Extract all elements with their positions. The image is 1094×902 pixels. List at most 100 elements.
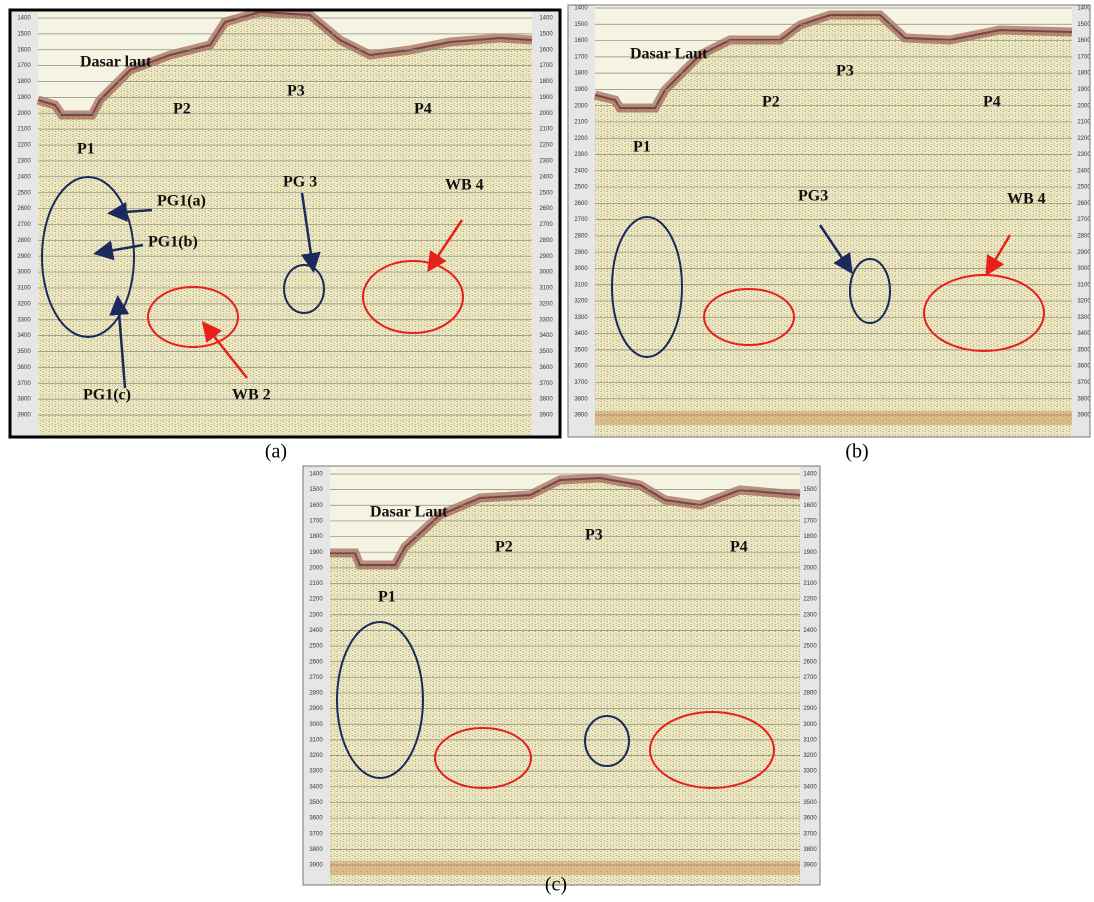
- depth-tick-label: 3600: [17, 365, 31, 371]
- depth-tick-label: 2000: [17, 111, 31, 117]
- depth-tick-label: 2800: [574, 233, 588, 239]
- depth-tick-label: 3400: [803, 784, 817, 790]
- depth-tick-label: 3100: [1077, 282, 1091, 288]
- depth-tick-label: 1800: [574, 71, 588, 77]
- section-annotation: PG1(c): [83, 387, 131, 404]
- depth-tick-label: 3400: [574, 331, 588, 337]
- section-annotation: P3: [585, 527, 603, 544]
- depth-tick-label: 2100: [539, 127, 553, 133]
- depth-tick-label: 3500: [803, 800, 817, 806]
- depth-tick-label: 2800: [803, 691, 817, 697]
- section-annotation: WB 4: [445, 177, 484, 194]
- section-annotation: PG3: [798, 188, 828, 205]
- depth-tick-label: 2000: [803, 565, 817, 571]
- depth-tick-label: 3700: [1077, 380, 1091, 386]
- depth-tick-label: 2400: [539, 174, 553, 180]
- bottom-noise-band: [595, 411, 1072, 425]
- depth-tick-label: 2500: [539, 190, 553, 196]
- depth-tick-label: 3800: [309, 847, 323, 853]
- depth-tick-label: 3200: [539, 301, 553, 307]
- depth-tick-label: 3700: [574, 380, 588, 386]
- depth-tick-label: 2900: [539, 254, 553, 260]
- depth-tick-label: 3600: [309, 816, 323, 822]
- depth-tick-label: 2600: [539, 206, 553, 212]
- depth-tick-label: 3000: [803, 722, 817, 728]
- depth-tick-label: 1500: [539, 31, 553, 37]
- depth-tick-label: 1900: [539, 95, 553, 101]
- depth-tick-label: 3100: [17, 286, 31, 292]
- depth-tick-label: 3400: [309, 784, 323, 790]
- depth-tick-label: 3900: [1077, 413, 1091, 419]
- depth-tick-label: 2900: [1077, 250, 1091, 256]
- depth-tick-label: 1400: [309, 472, 323, 478]
- depth-tick-label: 1500: [803, 487, 817, 493]
- depth-tick-label: 2800: [309, 691, 323, 697]
- depth-tick-label: 2500: [574, 185, 588, 191]
- depth-tick-label: 2200: [539, 143, 553, 149]
- depth-tick-label: 3600: [803, 816, 817, 822]
- depth-tick-label: 3100: [574, 282, 588, 288]
- depth-tick-label: 2000: [539, 111, 553, 117]
- section-annotation: Dasar Laut: [370, 504, 448, 521]
- depth-tick-label: 1900: [17, 95, 31, 101]
- section-annotation: Dasar laut: [80, 54, 152, 71]
- depth-tick-label: 2500: [803, 644, 817, 650]
- depth-tick-label: 3600: [1077, 364, 1091, 370]
- depth-tick-label: 3900: [17, 413, 31, 419]
- panel-caption: (b): [845, 441, 868, 463]
- depth-tick-label: 2000: [1077, 103, 1091, 109]
- depth-tick-label: 3900: [803, 863, 817, 869]
- depth-tick-label: 3200: [574, 299, 588, 305]
- depth-tick-label: 2100: [1077, 120, 1091, 126]
- depth-tick-label: 2000: [309, 565, 323, 571]
- depth-tick-label: 2700: [803, 675, 817, 681]
- depth-tick-label: 3000: [17, 270, 31, 276]
- depth-tick-label: 3800: [17, 397, 31, 403]
- depth-tick-label: 3900: [309, 863, 323, 869]
- depth-tick-label: 3800: [539, 397, 553, 403]
- depth-tick-label: 2700: [1077, 217, 1091, 223]
- depth-tick-label: 2600: [1077, 201, 1091, 207]
- depth-tick-label: 2100: [309, 581, 323, 587]
- depth-tick-label: 3700: [539, 381, 553, 387]
- depth-tick-label: 3100: [539, 286, 553, 292]
- depth-tick-label: 2700: [309, 675, 323, 681]
- depth-tick-label: 1900: [1077, 87, 1091, 93]
- depth-tick-label: 3700: [803, 831, 817, 837]
- depth-tick-label: 2700: [539, 222, 553, 228]
- depth-tick-label: 1400: [574, 6, 588, 12]
- section-annotation: P4: [983, 94, 1001, 111]
- depth-tick-label: 1400: [539, 16, 553, 22]
- depth-tick-label: 2700: [574, 217, 588, 223]
- depth-tick-label: 2900: [309, 706, 323, 712]
- depth-tick-label: 2200: [1077, 136, 1091, 142]
- section-annotation: WB 4: [1007, 191, 1046, 208]
- depth-tick-label: 2400: [574, 168, 588, 174]
- depth-tick-label: 3100: [309, 737, 323, 743]
- depth-tick-label: 1800: [803, 534, 817, 540]
- section-annotation: P1: [378, 589, 396, 606]
- depth-tick-label: 1400: [1077, 6, 1091, 12]
- depth-tick-label: 2500: [1077, 185, 1091, 191]
- depth-tick-label: 3400: [1077, 331, 1091, 337]
- section-annotation: P2: [495, 539, 513, 556]
- figure: 1400140015001500160016001700170018001800…: [0, 0, 1094, 902]
- depth-tick-label: 3000: [1077, 266, 1091, 272]
- depth-tick-label: 1500: [574, 22, 588, 28]
- depth-tick-label: 2200: [803, 597, 817, 603]
- depth-tick-label: 2800: [1077, 233, 1091, 239]
- depth-tick-label: 2500: [17, 190, 31, 196]
- depth-tick-label: 1600: [17, 47, 31, 53]
- depth-tick-label: 1400: [17, 16, 31, 22]
- depth-tick-label: 2200: [574, 136, 588, 142]
- depth-tick-label: 2200: [17, 143, 31, 149]
- depth-tick-label: 3500: [309, 800, 323, 806]
- depth-tick-label: 1700: [803, 518, 817, 524]
- depth-tick-label: 2700: [17, 222, 31, 228]
- depth-tick-label: 2300: [309, 612, 323, 618]
- depth-tick-label: 2500: [309, 644, 323, 650]
- depth-tick-label: 1500: [17, 31, 31, 37]
- depth-tick-label: 1700: [539, 63, 553, 69]
- depth-tick-label: 3300: [1077, 315, 1091, 321]
- section-annotation: P3: [287, 83, 305, 100]
